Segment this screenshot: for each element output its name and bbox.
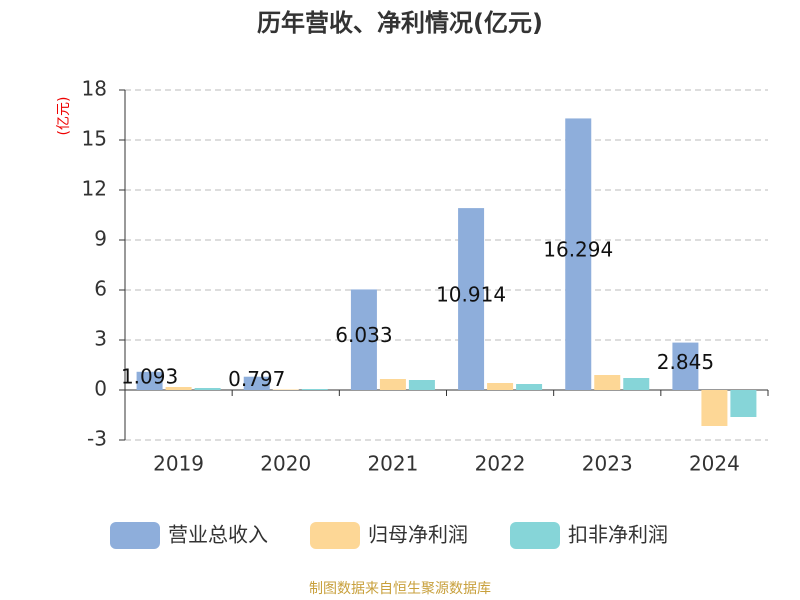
legend-label: 归母净利润 (368, 523, 468, 547)
bar (301, 389, 328, 390)
y-tick-label: 18 (82, 77, 107, 101)
x-tick-label: 2022 (475, 452, 526, 476)
bar (516, 384, 543, 390)
x-tick-label: 2023 (582, 452, 633, 476)
bar (565, 118, 592, 390)
bar (458, 208, 485, 390)
legend-swatch (510, 522, 560, 549)
bar (487, 383, 514, 390)
bar (672, 342, 699, 390)
bar (243, 376, 270, 390)
bar (194, 388, 221, 390)
y-axis-label: (亿元) (56, 97, 72, 136)
legend-swatch (310, 522, 360, 549)
bar (272, 389, 299, 390)
y-tick-label: 0 (94, 377, 107, 401)
bar (701, 390, 728, 426)
x-tick-label: 2020 (260, 452, 311, 476)
y-tick-label: 9 (94, 227, 107, 251)
bar (136, 371, 163, 390)
legend-label: 扣非净利润 (568, 523, 668, 547)
value-label: 2.845 (657, 350, 714, 374)
bar (623, 378, 650, 390)
y-tick-label: 3 (94, 327, 107, 351)
y-tick-label: 15 (82, 127, 107, 151)
y-tick-label: 6 (94, 277, 107, 301)
value-label: 1.093 (121, 364, 178, 388)
value-label: 0.797 (228, 367, 285, 391)
value-label: 10.914 (436, 283, 506, 307)
bar (165, 387, 192, 390)
chart-title: 历年营收、净利情况(亿元) (257, 9, 543, 37)
bar (350, 289, 377, 390)
x-tick-label: 2021 (367, 452, 418, 476)
legend-label: 营业总收入 (168, 523, 268, 547)
source-note: 制图数据来自恒生聚源数据库 (309, 581, 491, 597)
y-tick-label: 12 (82, 177, 107, 201)
value-label: 6.033 (335, 323, 392, 347)
bar (730, 390, 757, 417)
value-label: 16.294 (543, 238, 613, 262)
x-tick-label: 2019 (153, 452, 204, 476)
y-tick-label: -3 (87, 427, 107, 451)
bar (379, 379, 406, 390)
bar (408, 380, 435, 390)
x-tick-label: 2024 (689, 452, 740, 476)
bar (594, 375, 621, 390)
legend-swatch (110, 522, 160, 549)
